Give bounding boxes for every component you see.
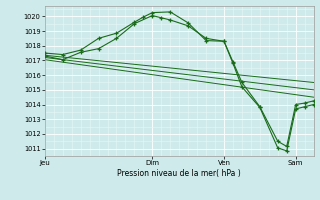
X-axis label: Pression niveau de la mer( hPa ): Pression niveau de la mer( hPa ) — [117, 169, 241, 178]
